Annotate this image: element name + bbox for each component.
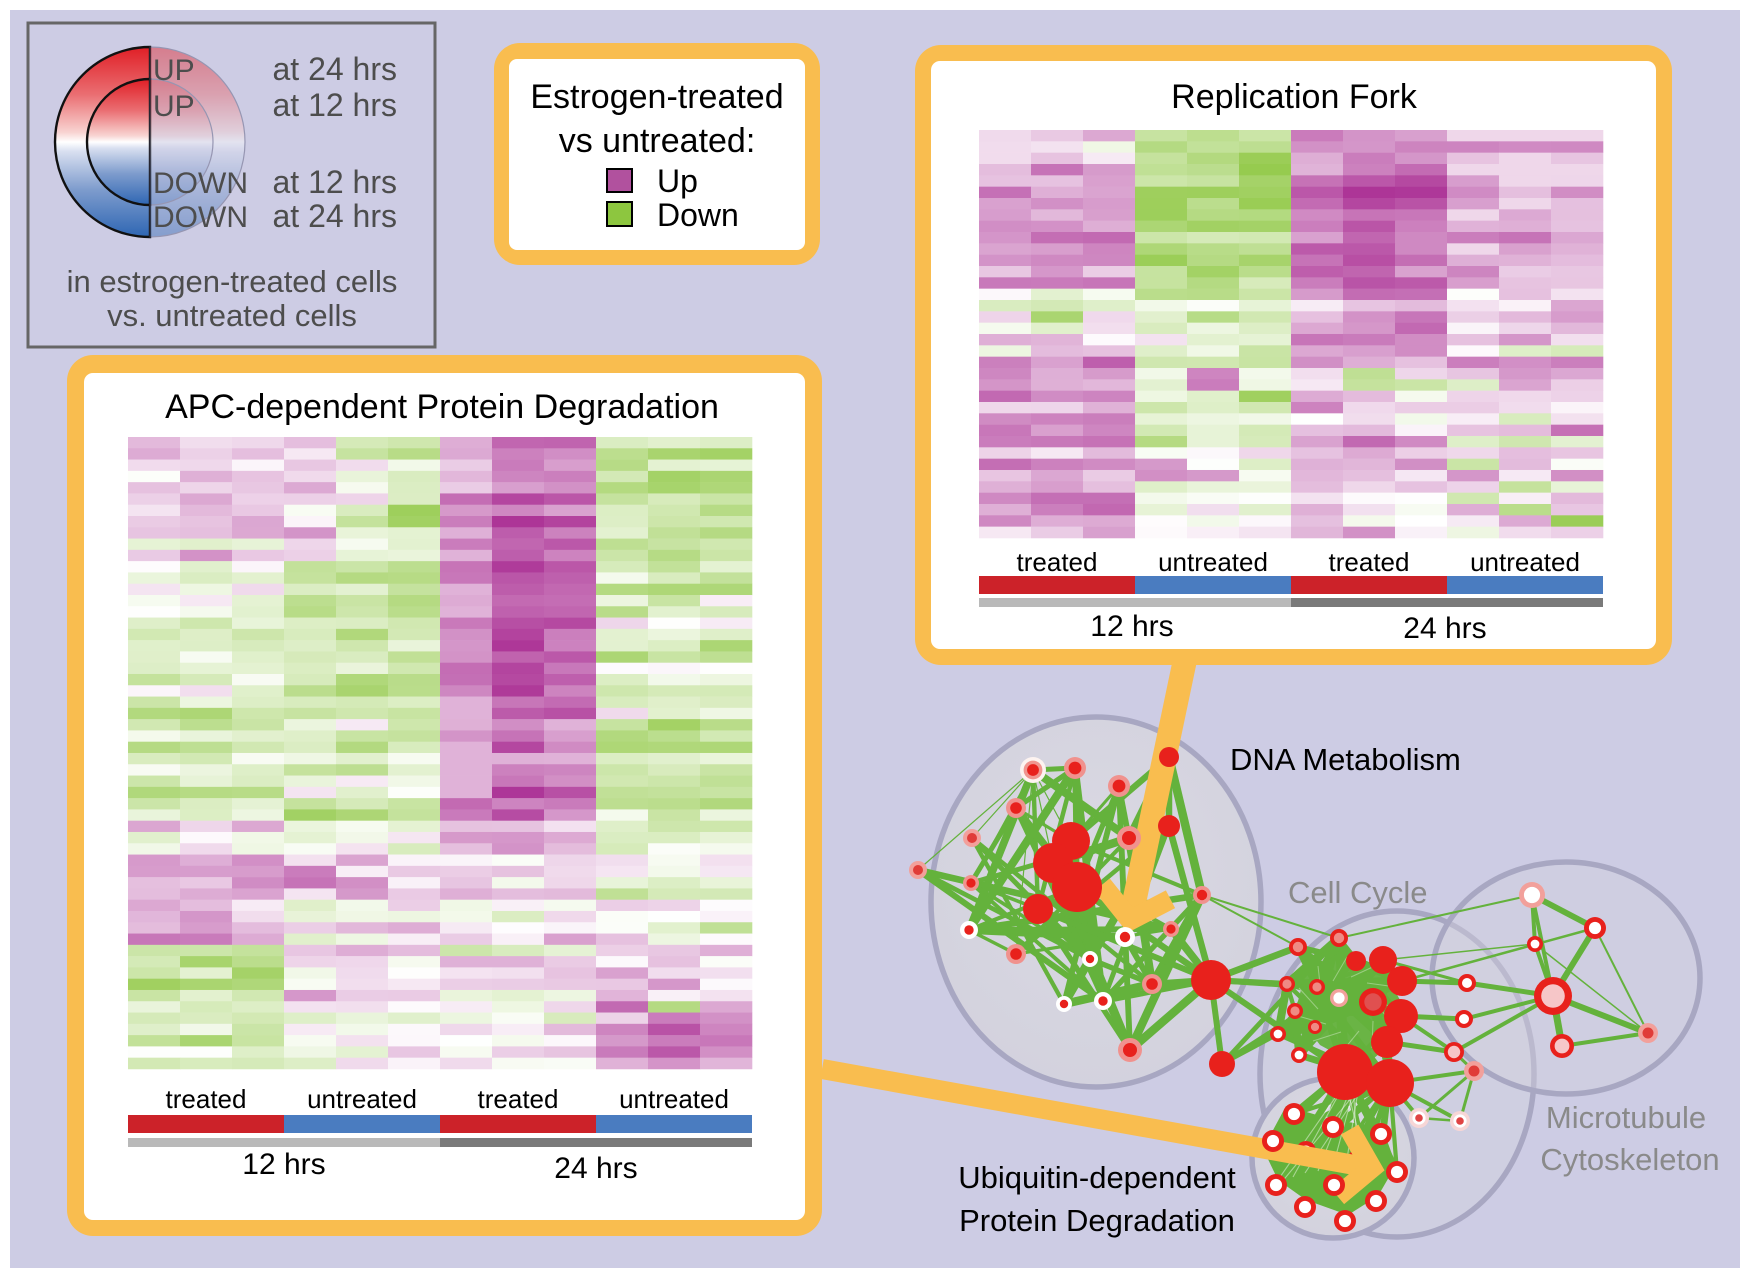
svg-text:vs untreated:: vs untreated: [559, 122, 756, 160]
svg-text:at 24 hrs: at 24 hrs [272, 51, 397, 87]
svg-text:Estrogen-treated: Estrogen-treated [530, 78, 783, 116]
svg-text:24 hrs: 24 hrs [554, 1152, 637, 1185]
svg-text:UP: UP [153, 90, 195, 123]
svg-text:treated: treated [1017, 547, 1098, 577]
svg-text:DNA Metabolism: DNA Metabolism [1230, 742, 1461, 777]
svg-text:at 12 hrs: at 12 hrs [272, 87, 397, 123]
svg-text:treated: treated [166, 1084, 247, 1114]
svg-text:Up: Up [657, 163, 698, 199]
svg-text:Ubiquitin-dependent: Ubiquitin-dependent [958, 1160, 1236, 1195]
svg-text:DOWN: DOWN [153, 167, 248, 200]
svg-text:untreated: untreated [1470, 547, 1580, 577]
svg-text:12 hrs: 12 hrs [242, 1148, 325, 1181]
svg-text:UP: UP [153, 54, 195, 87]
svg-text:vs. untreated cells: vs. untreated cells [107, 298, 357, 333]
svg-text:at 12 hrs: at 12 hrs [272, 164, 397, 200]
svg-text:DOWN: DOWN [153, 201, 248, 234]
svg-text:Protein Degradation: Protein Degradation [959, 1203, 1235, 1238]
svg-text:12 hrs: 12 hrs [1090, 610, 1173, 643]
svg-text:24 hrs: 24 hrs [1403, 612, 1486, 645]
svg-text:APC-dependent Protein Degradat: APC-dependent Protein Degradation [165, 388, 719, 426]
svg-text:in estrogen-treated cells: in estrogen-treated cells [67, 264, 398, 299]
svg-text:Microtubule: Microtubule [1546, 1100, 1706, 1135]
svg-text:Down: Down [657, 197, 739, 233]
svg-text:treated: treated [1329, 547, 1410, 577]
svg-text:Cytoskeleton: Cytoskeleton [1540, 1142, 1719, 1177]
svg-text:treated: treated [478, 1084, 559, 1114]
svg-text:at 24 hrs: at 24 hrs [272, 198, 397, 234]
svg-text:Cell Cycle: Cell Cycle [1288, 875, 1428, 910]
svg-text:untreated: untreated [1158, 547, 1268, 577]
svg-text:untreated: untreated [307, 1084, 417, 1114]
svg-text:untreated: untreated [619, 1084, 729, 1114]
svg-text:Replication Fork: Replication Fork [1171, 78, 1418, 116]
